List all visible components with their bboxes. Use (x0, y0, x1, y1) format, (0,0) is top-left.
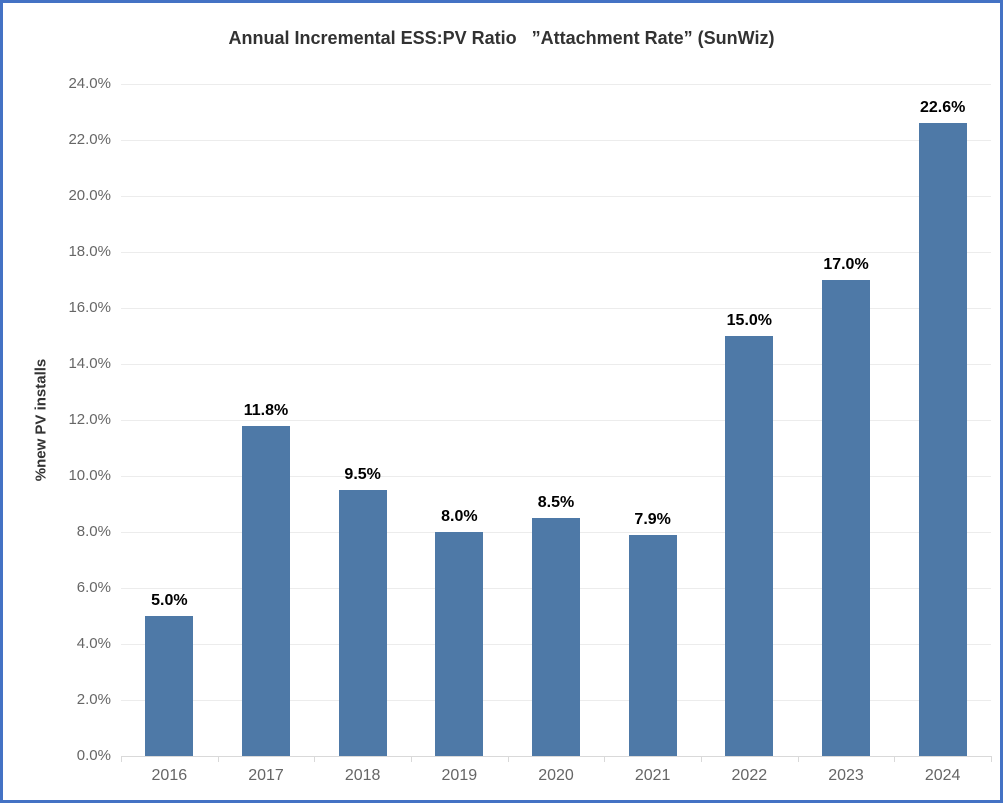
x-tick-label: 2017 (248, 767, 284, 784)
y-tick-label: 10.0% (68, 467, 111, 484)
category-tick (507, 756, 509, 762)
gridline (121, 195, 991, 197)
bar-value-label: 11.8% (243, 401, 289, 419)
gridline (121, 307, 991, 309)
gridline (121, 83, 991, 85)
x-tick-label: 2020 (538, 767, 574, 784)
y-tick-label: 16.0% (68, 299, 111, 316)
category-tick (604, 756, 606, 762)
x-axis-tick-labels: 2016 2017 2018 2019 2020 2021 2022 2023 2024 (121, 766, 991, 788)
bar-2024 (918, 123, 967, 756)
y-tick-label: 0.0% (76, 747, 111, 764)
bar-2018 (338, 490, 387, 756)
y-tick-label: 6.0% (76, 579, 111, 596)
x-tick-label: 2023 (828, 767, 864, 784)
bar-2016 (145, 616, 194, 756)
y-tick-label: 18.0% (68, 243, 111, 260)
gridline (121, 475, 991, 477)
gridline (121, 419, 991, 421)
x-tick-label: 2021 (634, 767, 671, 784)
category-tick (894, 756, 896, 762)
bar-value-label: 9.5% (344, 466, 381, 483)
x-tick-label: 2016 (151, 767, 188, 784)
gridline (121, 139, 991, 141)
bar-value-label: 17.0% (823, 256, 869, 273)
x-tick-label: 2018 (344, 767, 381, 784)
gridline (121, 251, 991, 253)
y-axis-tick-labels: 0.0% 2.0% 4.0% 6.0% 8.0% 10.0% 12.0% 14.0% 16.0%… (3, 75, 111, 764)
plot-area: 5.0% 11.8% 9.5% 8.0% 8.5% 7.9% 15.0% 17.0% 22.6% (121, 83, 992, 762)
bar-value-label: 5.0% (151, 592, 188, 609)
bar-value-label: 15.0% (726, 312, 773, 329)
category-tick (991, 756, 992, 762)
bar-value-label: 7.9% (634, 510, 671, 528)
x-tick-label: 2019 (441, 767, 478, 784)
category-tick (797, 756, 799, 762)
y-tick-label: 14.0% (68, 355, 111, 372)
bar-2022 (725, 336, 774, 756)
bar-2020 (532, 518, 580, 756)
bar-value-label: 8.0% (441, 508, 478, 525)
x-tick-label: 2022 (731, 767, 768, 784)
bar-2019 (435, 532, 484, 756)
x-tick-label: 2024 (924, 767, 961, 784)
y-tick-label: 2.0% (76, 691, 111, 708)
category-tick (121, 756, 122, 762)
category-tick (411, 756, 412, 762)
category-tick (701, 756, 702, 762)
y-tick-label: 24.0% (68, 75, 111, 92)
y-tick-label: 22.0% (68, 131, 111, 148)
category-tick (217, 756, 219, 762)
axis-baseline (121, 755, 991, 757)
y-tick-label: 4.0% (76, 635, 111, 652)
gridline (121, 363, 991, 365)
bar-value-label: 8.5% (537, 494, 575, 511)
y-tick-label: 8.0% (76, 523, 111, 540)
y-tick-label: 20.0% (68, 187, 111, 204)
bar-2021 (628, 534, 677, 756)
bar-value-label: 22.6% (919, 99, 966, 117)
chart-title: Annual Incremental ESS:PV Ratio ”Attachm… (228, 28, 775, 48)
bar-2017 (242, 425, 290, 756)
category-tick (314, 756, 316, 762)
y-tick-label: 12.0% (68, 411, 111, 428)
bar-2023 (822, 280, 870, 756)
